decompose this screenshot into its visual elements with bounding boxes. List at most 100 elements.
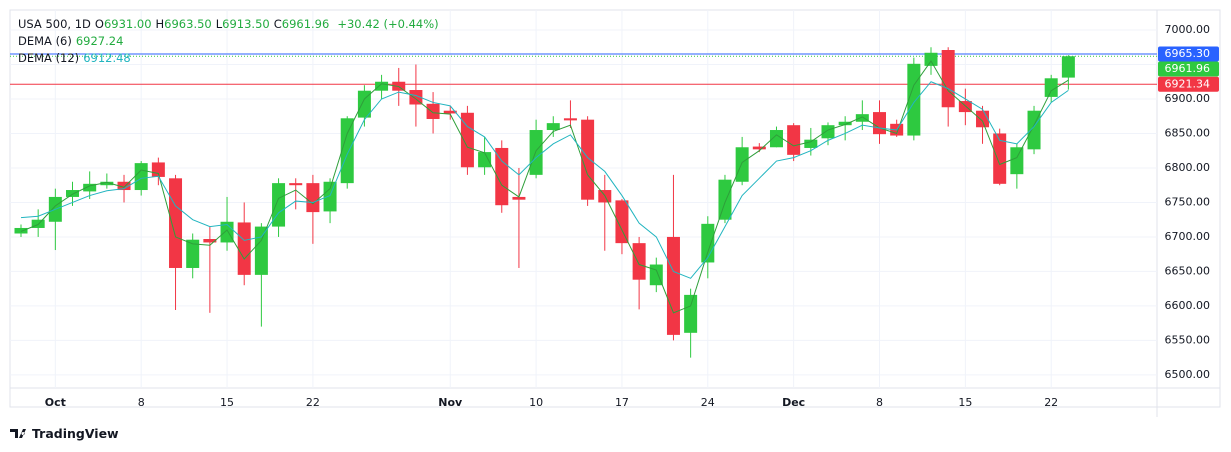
y-tick-label: 6800.00 [1165,161,1211,174]
candle-body [237,222,251,275]
x-tick-label: Dec [782,396,805,409]
x-tick-label: 22 [306,396,320,409]
ohlc-value: 6961.96 [281,17,330,31]
ohlc-value: 6963.50 [164,17,212,31]
candle-body [1044,78,1058,97]
candle-body [203,239,217,243]
candle-body [478,152,492,168]
y-tick-label: 7000.00 [1165,23,1211,36]
plot-frame [9,9,1221,408]
candle-body [100,181,114,186]
candle-body [529,130,543,175]
candle-body [66,190,80,197]
candle-body [1027,110,1041,150]
candle-body [958,101,972,113]
price-label-bg [1158,61,1219,77]
candle-body [83,183,97,192]
candle-body [254,226,268,275]
legend-value: 6927.24 [75,34,124,48]
price-label: 6921.34 [1165,77,1211,90]
x-tick-label: 24 [701,396,715,409]
candle-body [993,133,1007,184]
candle-body [735,147,749,182]
ohlc-key: H [155,17,165,31]
candle-body [666,236,680,335]
candle-body [460,112,474,168]
y-tick-label: 6600.00 [1165,299,1211,312]
y-tick-label: 6900.00 [1165,92,1211,105]
logo [10,429,26,438]
candle-body [289,183,303,186]
ohlc-key: C [273,17,282,31]
price-label-bg [1158,46,1219,62]
candle-body [512,196,526,200]
candle-body [632,243,646,280]
dema-line [20,81,1069,279]
dema-line [20,60,1069,314]
dema6-row: DEMA (6) 6927.24 [18,33,443,50]
y-tick-label: 6650.00 [1165,264,1211,277]
candle-body [838,121,852,126]
candle-body [907,63,921,136]
symbol-row: USA 500, 1D O6931.00 H6963.50 L6913.50 C6961… [18,16,443,33]
candle-body [169,178,183,268]
candle-body [804,139,818,148]
legend: USA 500, 1D O6931.00 H6963.50 L6913.50 C6961… [18,16,443,67]
ohlc-value: 6913.50 [222,17,270,31]
brand: TradingView [32,426,119,441]
candle-body [941,50,955,108]
candle-body [409,90,423,105]
legend-name: DEMA (6) [18,34,72,48]
change: +30.42 (+0.44%) [337,17,439,31]
y-tick-label: 6550.00 [1165,333,1211,346]
candle-body [186,239,200,268]
candle-body [581,119,595,200]
candle-body [272,183,286,227]
candle-body [821,125,835,139]
x-tick-label: 22 [1044,396,1058,409]
candle-body [495,147,509,206]
price-label-bg [1158,76,1219,92]
y-tick-label: 6700.00 [1165,230,1211,243]
candle-body [684,294,698,333]
y-tick-label: 6850.00 [1165,126,1211,139]
candle-body [117,181,131,191]
candle-body [546,123,560,131]
dema12-row: DEMA (12) 6912.48 [18,50,443,67]
candle-body [976,110,990,128]
ohlc-key: O [94,17,104,31]
x-tick-label: 8 [876,396,883,409]
candle-body [14,227,28,234]
candle-body [615,200,629,244]
candle-body [443,110,457,114]
legend-value: 6912.48 [83,51,131,65]
candle-body [340,118,354,184]
price-label: 6965.30 [1165,47,1211,60]
y-tick-label: 6500.00 [1165,368,1211,381]
symbol: USA 500, 1D [18,17,91,31]
x-tick-label: Nov [438,396,463,409]
candle-body [1061,56,1075,78]
x-tick-label: 15 [220,396,234,409]
candle-body [1010,147,1024,175]
x-tick-label: 10 [529,396,543,409]
candle-body [563,118,577,121]
candle-body [718,179,732,220]
ohlc: O6931.00 H6963.50 L6913.50 C6961.96 [95,17,333,31]
y-tick-label: 6750.00 [1165,195,1211,208]
ohlc-key: L [215,17,223,31]
candle-body [649,264,663,286]
candle-body [752,146,766,150]
x-tick-label: 15 [958,396,972,409]
x-tick-label: Oct [45,396,66,409]
candle-body [701,223,715,263]
ohlc-value: 6931.00 [103,17,152,31]
candle-body [357,90,371,118]
candle-body [306,183,320,213]
candle-body [855,114,869,122]
candle-body [769,130,783,148]
candle-body [873,112,886,135]
x-tick-label: 17 [615,396,629,409]
